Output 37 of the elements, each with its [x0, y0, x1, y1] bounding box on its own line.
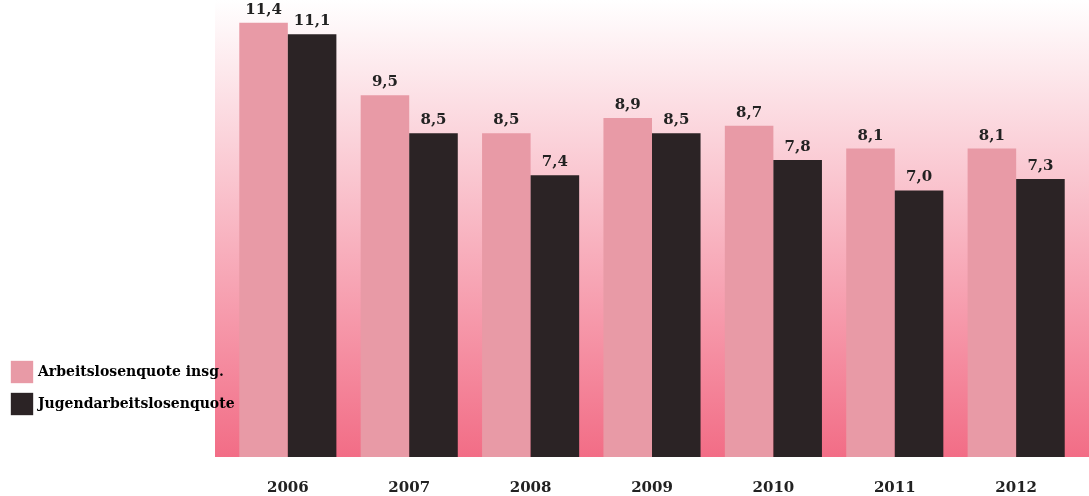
data-label: 8,9 [614, 95, 641, 114]
bar [360, 95, 410, 457]
x-tick-label: 2012 [995, 477, 1038, 496]
x-tick-label: 2007 [388, 477, 431, 496]
bar [773, 159, 822, 457]
data-label: 8,5 [420, 110, 447, 129]
legend-label: Jugendarbeitslosenquote [36, 395, 235, 411]
data-label: 7,3 [1027, 155, 1054, 174]
data-label: 8,5 [493, 110, 520, 129]
x-tick-label: 2010 [752, 477, 795, 496]
bar [409, 133, 458, 457]
data-label: 7,0 [906, 167, 933, 186]
bar [482, 133, 531, 457]
data-label: 8,1 [857, 125, 884, 144]
data-label: 8,5 [663, 110, 690, 129]
data-label: 8,7 [736, 102, 763, 121]
data-label: 8,1 [978, 125, 1005, 144]
bar [603, 118, 652, 457]
data-label: 11,4 [245, 0, 282, 18]
bar [846, 148, 895, 457]
x-tick-label: 2011 [873, 477, 916, 496]
bar [239, 22, 288, 457]
x-tick-label: 2009 [631, 477, 673, 496]
x-tick-label: 2006 [266, 477, 309, 496]
bar [894, 190, 944, 457]
data-label: 7,8 [784, 136, 811, 155]
bar [967, 148, 1017, 457]
bar [652, 133, 701, 457]
legend-label: Arbeitslosenquote insg. [37, 363, 224, 379]
bar [724, 125, 774, 457]
data-label: 7,4 [541, 152, 568, 171]
bar [287, 34, 337, 457]
bar [1016, 178, 1065, 457]
x-tick-label: 2008 [509, 477, 552, 496]
data-label: 11,1 [293, 11, 331, 30]
data-label: 9,5 [371, 72, 398, 91]
bar [530, 175, 580, 457]
